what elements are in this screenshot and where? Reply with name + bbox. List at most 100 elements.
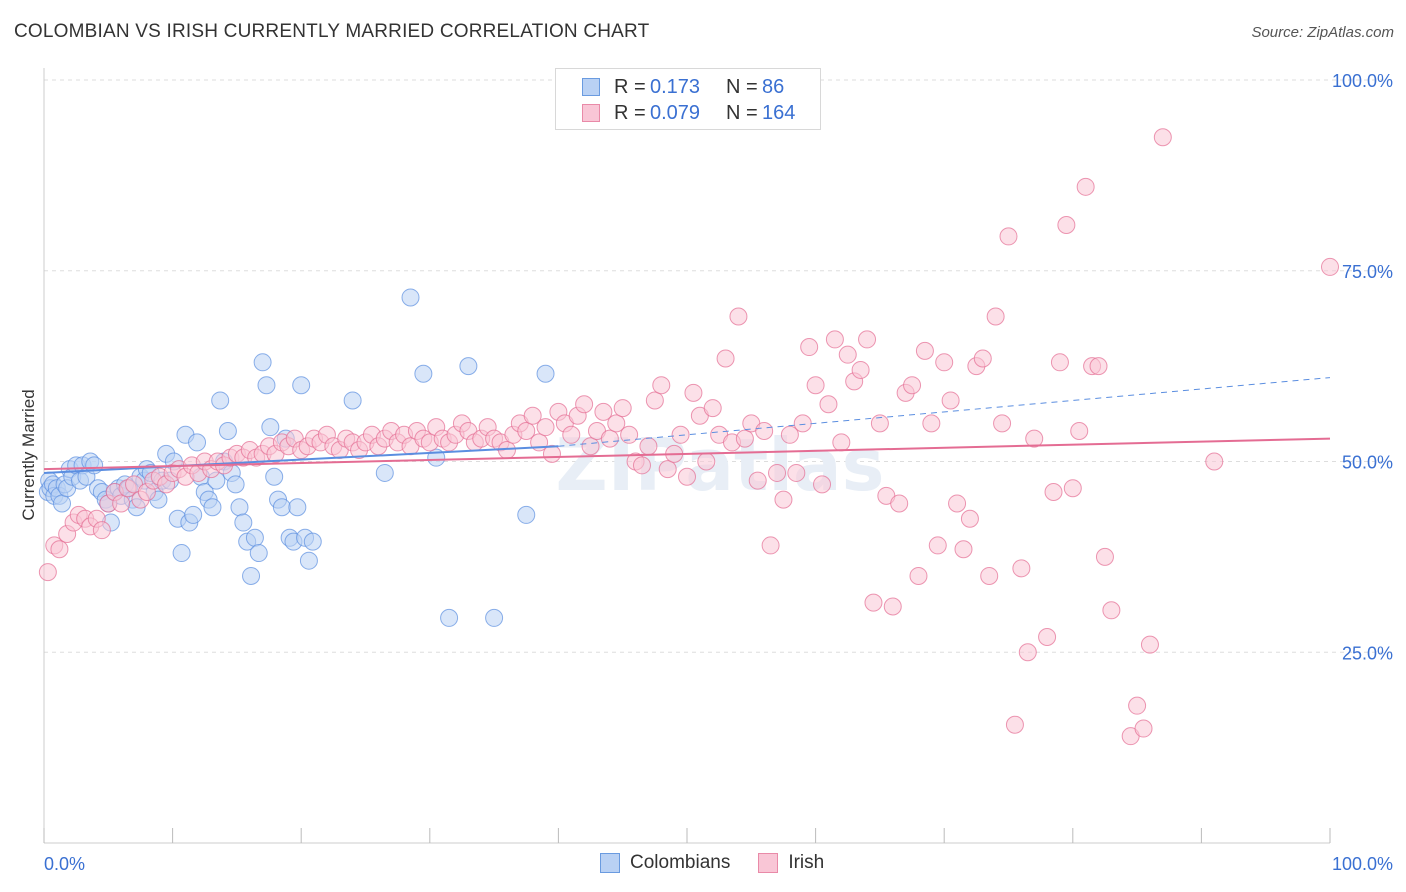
point-colombians xyxy=(265,467,284,486)
legend-item-colombians[interactable]: Colombians xyxy=(600,852,730,874)
point-colombians xyxy=(536,364,555,383)
legend-n-value: 164 xyxy=(762,101,796,124)
legend-item-irish[interactable]: Irish xyxy=(758,852,824,874)
point-irish xyxy=(652,376,671,395)
point-irish xyxy=(581,437,600,456)
point-irish xyxy=(928,536,947,555)
point-irish xyxy=(613,399,632,418)
point-irish xyxy=(1134,719,1153,738)
point-irish xyxy=(909,566,928,585)
point-irish xyxy=(1005,715,1024,734)
point-irish xyxy=(832,433,851,452)
point-irish xyxy=(703,399,722,418)
point-irish xyxy=(600,429,619,448)
point-irish xyxy=(50,540,69,559)
point-irish xyxy=(658,460,677,479)
point-irish xyxy=(1140,635,1159,654)
point-irish xyxy=(716,349,735,368)
source-label: Source: ZipAtlas.com xyxy=(1251,24,1394,41)
point-irish xyxy=(755,421,774,440)
point-irish xyxy=(883,597,902,616)
point-irish xyxy=(671,425,690,444)
legend-r-value: 0.079 xyxy=(650,101,701,124)
point-irish xyxy=(1321,257,1339,276)
point-irish xyxy=(954,540,973,559)
point-colombians xyxy=(485,608,504,627)
point-colombians xyxy=(261,418,280,437)
point-irish xyxy=(870,414,889,433)
point-irish xyxy=(993,414,1012,433)
stats-legend: R = 0.173 N = 86 R = 0.079 N = 164 xyxy=(555,68,821,130)
scatter-points xyxy=(38,128,1339,746)
point-irish xyxy=(523,406,542,425)
point-irish xyxy=(948,494,967,513)
legend-swatch-colombians xyxy=(582,78,600,96)
point-irish xyxy=(112,494,131,513)
point-irish xyxy=(517,421,536,440)
legend-swatch-irish xyxy=(758,853,779,873)
chart-title: COLOMBIAN VS IRISH CURRENTLY MARRIED COR… xyxy=(14,21,650,42)
point-irish xyxy=(645,391,664,410)
point-irish xyxy=(851,360,870,379)
point-irish xyxy=(980,566,999,585)
point-irish xyxy=(536,418,555,437)
point-colombians xyxy=(218,421,237,440)
legend-r-label: R = xyxy=(614,101,646,124)
legend-label-irish: Irish xyxy=(788,852,825,873)
point-colombians xyxy=(303,532,322,551)
regression-extension-colombians xyxy=(558,377,1331,447)
point-colombians xyxy=(230,498,249,517)
point-colombians xyxy=(299,551,318,570)
point-irish xyxy=(941,391,960,410)
point-irish xyxy=(1063,479,1082,498)
point-colombians xyxy=(245,528,264,547)
point-colombians xyxy=(459,357,478,376)
regression-lines xyxy=(43,377,1331,474)
point-irish xyxy=(748,471,767,490)
y-tick-label: 50.0% xyxy=(1342,453,1393,473)
x-tick-label: 100.0% xyxy=(1332,854,1393,874)
point-irish xyxy=(819,395,838,414)
regression-line-irish xyxy=(43,437,1331,471)
point-irish xyxy=(1205,452,1224,471)
point-irish xyxy=(562,425,581,444)
point-irish xyxy=(1095,547,1114,566)
point-colombians xyxy=(234,513,253,532)
point-colombians xyxy=(226,475,245,494)
point-irish xyxy=(1089,357,1108,376)
legend-n-value: 86 xyxy=(762,75,785,98)
point-irish xyxy=(986,307,1005,326)
point-irish xyxy=(1102,601,1121,620)
point-irish xyxy=(787,463,806,482)
point-irish xyxy=(1012,559,1031,578)
point-irish xyxy=(1018,643,1037,662)
point-irish xyxy=(761,536,780,555)
regression-line-colombians xyxy=(43,445,559,474)
point-irish xyxy=(825,330,844,349)
point-irish xyxy=(1044,483,1063,502)
point-colombians xyxy=(401,288,420,307)
point-colombians xyxy=(272,498,291,517)
legend-row-irish: R = 0.079 N = 164 xyxy=(582,100,795,126)
point-irish xyxy=(999,227,1018,246)
point-irish xyxy=(838,345,857,364)
y-axis-label: Currently Married xyxy=(19,389,38,520)
point-irish xyxy=(1050,353,1069,372)
point-colombians xyxy=(257,376,276,395)
y-tick-label: 25.0% xyxy=(1342,643,1393,663)
point-irish xyxy=(813,475,832,494)
point-irish xyxy=(1153,128,1172,147)
point-colombians xyxy=(375,463,394,482)
point-irish xyxy=(639,437,658,456)
point-irish xyxy=(678,467,696,486)
legend-r-label: R = xyxy=(614,75,646,98)
point-colombians xyxy=(414,364,433,383)
series-legend: Colombians Irish xyxy=(600,852,852,874)
point-irish xyxy=(890,494,909,513)
point-colombians xyxy=(517,505,536,524)
point-colombians xyxy=(253,353,272,372)
point-irish xyxy=(735,429,754,448)
axes xyxy=(43,68,1331,844)
point-irish xyxy=(542,444,561,463)
point-irish xyxy=(38,563,57,582)
